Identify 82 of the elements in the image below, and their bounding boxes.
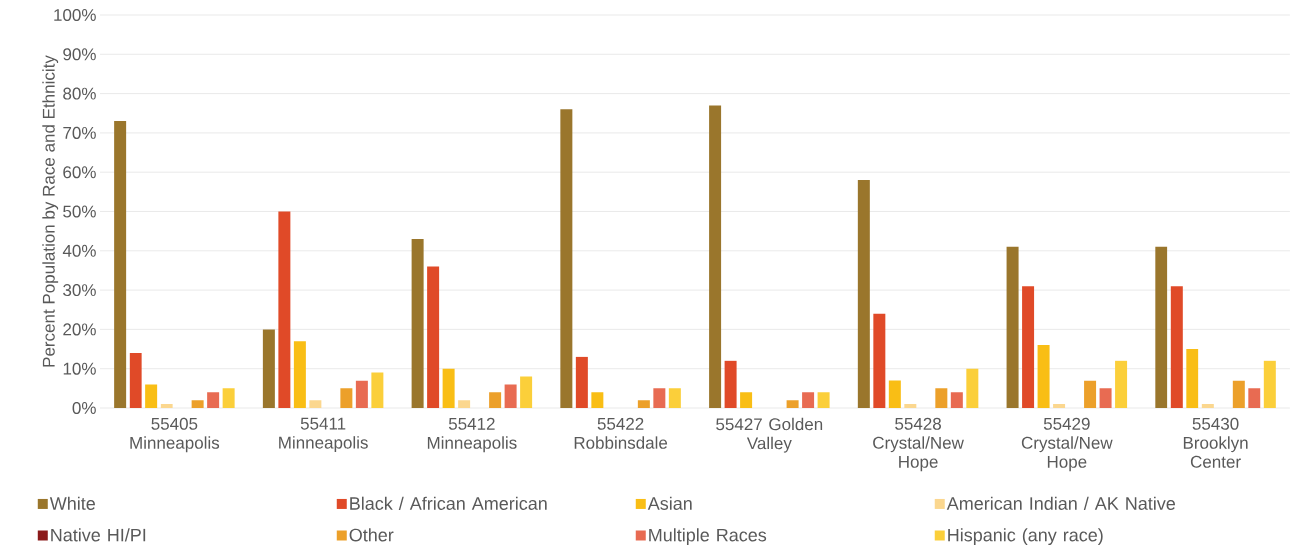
bar bbox=[222, 388, 235, 408]
bar bbox=[802, 392, 815, 408]
bar bbox=[1232, 380, 1245, 408]
y-tick-label: 60% bbox=[63, 166, 96, 179]
bar bbox=[1037, 345, 1050, 408]
legend-label: Asian bbox=[647, 496, 692, 510]
y-tick-label: 80% bbox=[63, 87, 96, 100]
bar bbox=[355, 380, 368, 408]
bar bbox=[904, 404, 917, 408]
bar bbox=[293, 341, 306, 408]
bar bbox=[340, 388, 353, 408]
bar bbox=[786, 400, 799, 408]
bar bbox=[740, 392, 753, 408]
legend-label: Other bbox=[349, 528, 394, 542]
bar bbox=[591, 392, 604, 408]
x-tick-label: 55411 Minneapolis bbox=[279, 417, 368, 453]
x-tick-label: 55405 Minneapolis bbox=[130, 417, 220, 453]
bar bbox=[888, 380, 901, 408]
bar bbox=[1170, 286, 1183, 408]
y-tick-label: 70% bbox=[63, 126, 96, 139]
bar bbox=[427, 266, 440, 408]
bar bbox=[371, 372, 384, 408]
bar bbox=[1053, 404, 1066, 408]
bar bbox=[575, 356, 588, 408]
bar bbox=[191, 400, 204, 408]
bar bbox=[489, 392, 502, 408]
legend-label: Multiple Races bbox=[649, 528, 767, 545]
bar bbox=[817, 392, 830, 408]
bar bbox=[873, 313, 886, 408]
y-tick-label: 40% bbox=[62, 244, 96, 257]
bar bbox=[1084, 380, 1097, 408]
bar bbox=[114, 121, 127, 408]
bar bbox=[950, 392, 963, 408]
bar bbox=[442, 368, 455, 408]
bar bbox=[411, 239, 424, 408]
bar bbox=[278, 211, 291, 408]
bar bbox=[1099, 388, 1112, 408]
y-axis-title: Percent Population by Race and Ethnicity bbox=[42, 55, 59, 367]
y-tick-label: 30% bbox=[63, 284, 96, 297]
x-tick-label: 55428 Crystal/New Hope bbox=[873, 417, 964, 472]
bar bbox=[1186, 349, 1199, 408]
bar bbox=[160, 404, 173, 408]
x-tick-label: 55430 Brooklyn Center bbox=[1183, 417, 1248, 468]
legend-label: White bbox=[49, 496, 95, 510]
bar bbox=[1022, 286, 1035, 408]
bar bbox=[145, 384, 158, 408]
y-tick-label: 90% bbox=[63, 48, 96, 61]
bar bbox=[560, 109, 573, 408]
bar bbox=[1006, 246, 1019, 408]
bar bbox=[262, 329, 275, 408]
y-tick-label: 10% bbox=[63, 362, 96, 375]
bar bbox=[1155, 246, 1168, 408]
bar bbox=[935, 388, 948, 408]
bar bbox=[966, 368, 979, 408]
bar bbox=[1201, 404, 1214, 408]
bar bbox=[520, 376, 533, 408]
bar bbox=[709, 105, 722, 408]
legend-label: American Indian / AK Native bbox=[946, 496, 1176, 510]
y-tick-label: 100% bbox=[54, 8, 96, 22]
y-tick-label: 0% bbox=[72, 401, 96, 415]
bar bbox=[458, 400, 471, 408]
bar bbox=[724, 360, 737, 408]
bar bbox=[653, 388, 666, 408]
legend-label: Hispanic (any race) bbox=[948, 528, 1103, 545]
bar bbox=[637, 400, 650, 408]
legend-label: Native HI/PI bbox=[51, 528, 146, 542]
x-tick-label: 55412 Minneapolis bbox=[427, 417, 517, 453]
bar bbox=[857, 180, 870, 408]
bar bbox=[1248, 388, 1261, 408]
x-tick-label: 55429 Crystal/New Hope bbox=[1021, 417, 1113, 472]
bar bbox=[309, 400, 322, 408]
legend-label: Black / African American bbox=[350, 496, 547, 510]
bar bbox=[668, 388, 681, 408]
y-tick-label: 50% bbox=[63, 205, 96, 218]
bar bbox=[207, 392, 220, 408]
bar bbox=[129, 352, 142, 408]
bar bbox=[1115, 360, 1128, 408]
x-tick-label: 55422 Robbinsdale bbox=[574, 417, 668, 449]
y-tick-label: 20% bbox=[63, 323, 96, 336]
bar bbox=[1263, 360, 1276, 408]
x-tick-label: 55427 Golden Valley bbox=[716, 417, 823, 453]
bar bbox=[504, 384, 517, 408]
